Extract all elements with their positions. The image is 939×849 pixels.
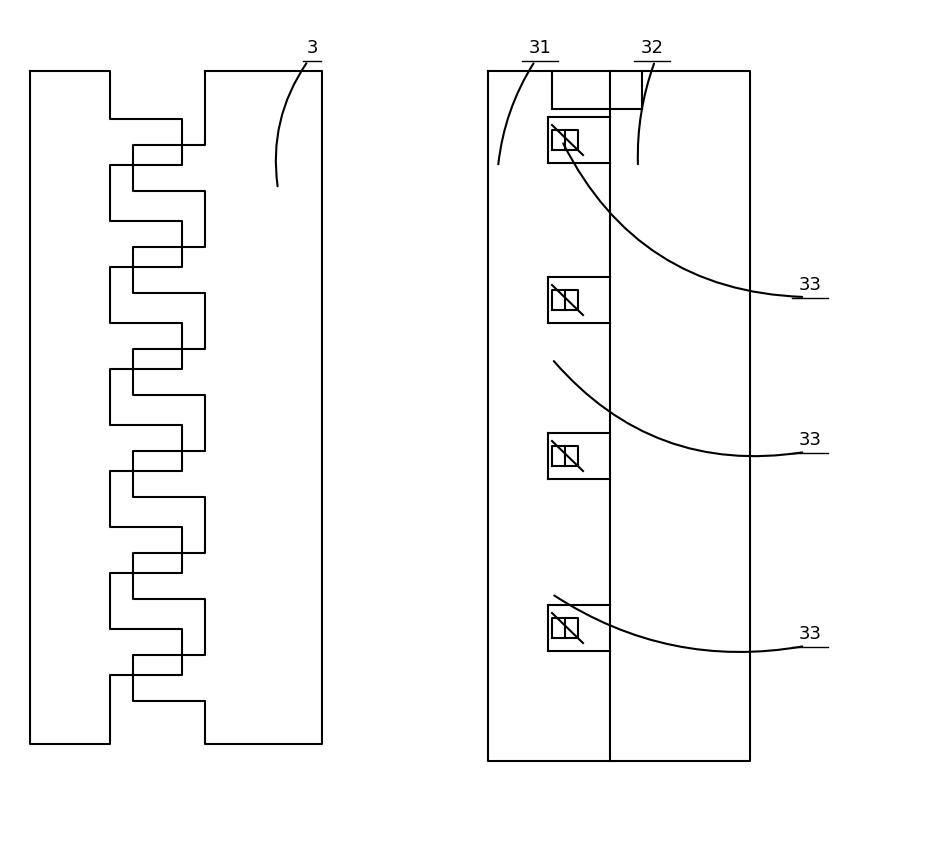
Text: 33: 33 (798, 431, 822, 449)
Text: 33: 33 (798, 276, 822, 294)
Text: 3: 3 (306, 39, 317, 57)
Text: 31: 31 (529, 39, 551, 57)
Text: 33: 33 (798, 625, 822, 643)
Text: 32: 32 (640, 39, 664, 57)
